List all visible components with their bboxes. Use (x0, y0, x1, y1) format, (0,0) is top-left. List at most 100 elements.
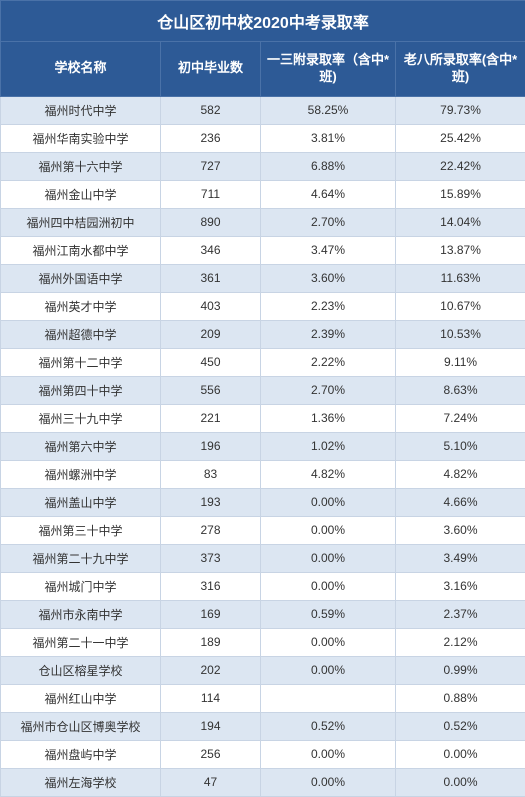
table-cell: 278 (161, 516, 261, 544)
table-cell: 2.70% (261, 208, 396, 236)
table-row: 福州第三十中学2780.00%3.60% (1, 516, 525, 544)
table-cell: 福州三十九中学 (1, 404, 161, 432)
table-cell: 0.00% (261, 768, 396, 796)
table-row: 福州金山中学7114.64%15.89% (1, 180, 525, 208)
table-cell: 3.47% (261, 236, 396, 264)
table-cell: 727 (161, 152, 261, 180)
table-cell: 2.22% (261, 348, 396, 376)
table-cell: 346 (161, 236, 261, 264)
table-row: 福州盘屿中学2560.00%0.00% (1, 740, 525, 768)
table-cell: 2.12% (396, 628, 525, 656)
table-cell: 7.24% (396, 404, 525, 432)
table-cell: 0.99% (396, 656, 525, 684)
table-row: 福州城门中学3160.00%3.16% (1, 572, 525, 600)
table-cell: 711 (161, 180, 261, 208)
table-cell: 福州左海学校 (1, 768, 161, 796)
table-title-row: 仓山区初中校2020中考录取率 (1, 1, 525, 42)
table-cell: 福州市永南中学 (1, 600, 161, 628)
table-cell: 福州四中桔园洲初中 (1, 208, 161, 236)
table-cell: 25.42% (396, 124, 525, 152)
table-cell: 1.02% (261, 432, 396, 460)
table-cell: 0.00% (261, 628, 396, 656)
table-cell: 114 (161, 684, 261, 712)
table-cell: 福州外国语中学 (1, 264, 161, 292)
table-cell: 福州金山中学 (1, 180, 161, 208)
table-cell: 1.36% (261, 404, 396, 432)
table-cell: 8.63% (396, 376, 525, 404)
table-cell: 福州英才中学 (1, 292, 161, 320)
table-row: 福州左海学校470.00%0.00% (1, 768, 525, 796)
table-cell: 福州盘屿中学 (1, 740, 161, 768)
table-cell: 福州第二十一中学 (1, 628, 161, 656)
table-cell: 福州红山中学 (1, 684, 161, 712)
table-cell: 0.00% (261, 656, 396, 684)
table-cell: 14.04% (396, 208, 525, 236)
admission-rate-table: 仓山区初中校2020中考录取率 学校名称 初中毕业数 一三附录取率（含中*班) … (0, 0, 525, 797)
table-cell: 0.00% (396, 768, 525, 796)
table-cell: 79.73% (396, 96, 525, 124)
table-cell (261, 684, 396, 712)
table-cell: 890 (161, 208, 261, 236)
table-cell: 0.00% (261, 544, 396, 572)
table-cell: 316 (161, 572, 261, 600)
table-cell: 3.16% (396, 572, 525, 600)
table-cell: 福州华南实验中学 (1, 124, 161, 152)
table-cell: 221 (161, 404, 261, 432)
table-row: 福州红山中学1140.88% (1, 684, 525, 712)
table-row: 福州螺洲中学834.82%4.82% (1, 460, 525, 488)
table-cell: 福州时代中学 (1, 96, 161, 124)
table-cell: 256 (161, 740, 261, 768)
table-cell: 0.59% (261, 600, 396, 628)
table-cell: 373 (161, 544, 261, 572)
table-cell: 196 (161, 432, 261, 460)
table-cell: 福州第四十中学 (1, 376, 161, 404)
table-row: 福州第二十一中学1890.00%2.12% (1, 628, 525, 656)
table-cell: 0.00% (396, 740, 525, 768)
col-header-school: 学校名称 (1, 42, 161, 97)
table-cell: 福州第六中学 (1, 432, 161, 460)
table-cell: 83 (161, 460, 261, 488)
table-cell: 10.67% (396, 292, 525, 320)
table-cell: 5.10% (396, 432, 525, 460)
table-row: 福州第十二中学4502.22%9.11% (1, 348, 525, 376)
table-cell: 450 (161, 348, 261, 376)
table-cell: 福州江南水都中学 (1, 236, 161, 264)
table-row: 福州第十六中学7276.88%22.42% (1, 152, 525, 180)
table-row: 福州三十九中学2211.36%7.24% (1, 404, 525, 432)
table-cell: 202 (161, 656, 261, 684)
table-cell: 361 (161, 264, 261, 292)
table-cell: 13.87% (396, 236, 525, 264)
table-cell: 193 (161, 488, 261, 516)
table-cell: 0.00% (261, 488, 396, 516)
table-cell: 4.82% (396, 460, 525, 488)
table-cell: 0.52% (396, 712, 525, 740)
table-cell: 9.11% (396, 348, 525, 376)
table-cell: 47 (161, 768, 261, 796)
table-cell: 福州第十二中学 (1, 348, 161, 376)
table-cell: 58.25% (261, 96, 396, 124)
col-header-rate1: 一三附录取率（含中*班) (261, 42, 396, 97)
table-cell: 403 (161, 292, 261, 320)
table-cell: 209 (161, 320, 261, 348)
table-row: 福州市永南中学1690.59%2.37% (1, 600, 525, 628)
table-cell: 福州盖山中学 (1, 488, 161, 516)
table-cell: 福州第十六中学 (1, 152, 161, 180)
table-row: 福州外国语中学3613.60%11.63% (1, 264, 525, 292)
table-cell: 3.60% (261, 264, 396, 292)
table-cell: 3.81% (261, 124, 396, 152)
table-cell: 4.66% (396, 488, 525, 516)
table-cell: 189 (161, 628, 261, 656)
table-header-row: 学校名称 初中毕业数 一三附录取率（含中*班) 老八所录取率(含中*班) (1, 42, 525, 97)
table-row: 福州超德中学2092.39%10.53% (1, 320, 525, 348)
table-row: 仓山区榕星学校2020.00%0.99% (1, 656, 525, 684)
table-cell: 11.63% (396, 264, 525, 292)
table-row: 福州时代中学58258.25%79.73% (1, 96, 525, 124)
table-cell: 福州超德中学 (1, 320, 161, 348)
table-cell: 4.64% (261, 180, 396, 208)
table-row: 福州华南实验中学2363.81%25.42% (1, 124, 525, 152)
table-cell: 236 (161, 124, 261, 152)
table-cell: 2.39% (261, 320, 396, 348)
table-cell: 3.49% (396, 544, 525, 572)
table-cell: 0.00% (261, 740, 396, 768)
table-cell: 3.60% (396, 516, 525, 544)
